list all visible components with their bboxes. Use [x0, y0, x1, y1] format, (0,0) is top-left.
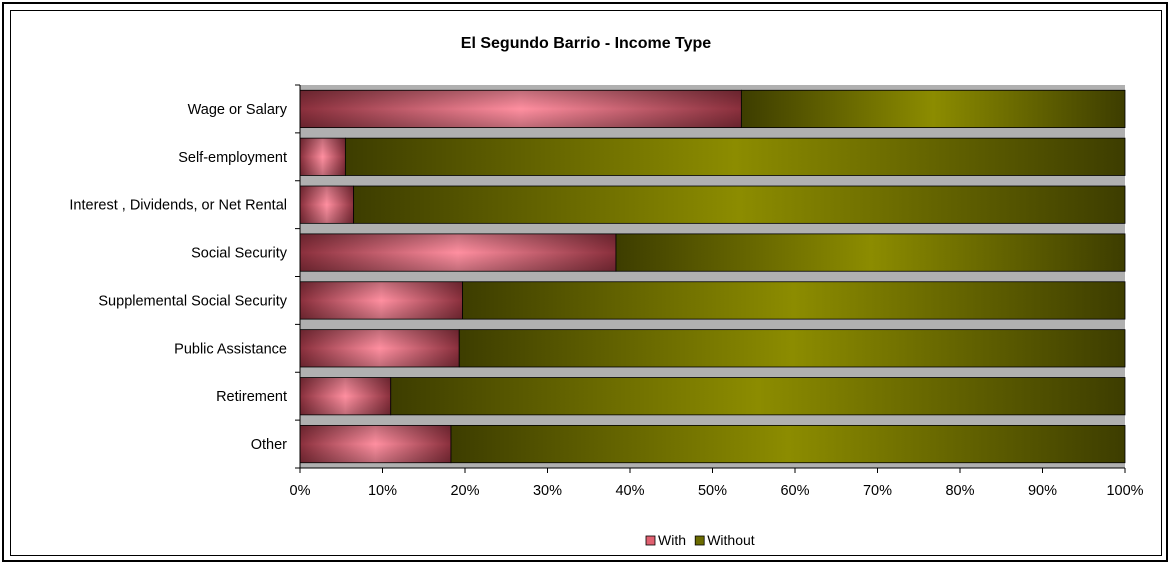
x-axis: 0% 10% 20% 30% 40% 50% 60% 70% 80% 90% 100%: [290, 467, 1144, 499]
x-tick-label: 0%: [290, 483, 311, 499]
bar-without-2: [353, 185, 1126, 224]
bar-shade: [300, 377, 391, 415]
x-tick-label: 90%: [1028, 483, 1057, 499]
x-tick-label: 60%: [780, 483, 809, 499]
bar-shade: [300, 329, 460, 367]
category-label: Self-employment: [178, 150, 287, 166]
legend-swatch-with: [645, 535, 656, 546]
bar-without-7: [450, 424, 1126, 464]
category-label: Other: [251, 437, 287, 453]
bar-shade: [300, 186, 354, 224]
bar-without-3: [615, 233, 1126, 272]
category-label: Wage or Salary: [188, 102, 288, 118]
category-label: Retirement: [216, 389, 287, 405]
bar-shade: [300, 281, 463, 320]
bar-without-0: [740, 89, 1126, 129]
bar-without-4: [462, 281, 1126, 320]
legend-label-with: With: [658, 532, 686, 548]
bar-without-1: [344, 137, 1126, 176]
category-label: Supplemental Social Security: [98, 293, 287, 309]
bar-shade: [300, 425, 451, 463]
x-tick-label: 100%: [1106, 483, 1143, 499]
x-tick-label: 10%: [368, 483, 397, 499]
category-label: Public Assistance: [174, 341, 287, 357]
bar-shade: [300, 233, 616, 272]
bar-without-5: [458, 329, 1126, 368]
category-label: Social Security: [191, 246, 288, 262]
legend: With Without: [645, 532, 755, 548]
chart-title: El Segundo Barrio - Income Type: [461, 35, 712, 52]
x-tick-label: 20%: [450, 483, 479, 499]
legend-label-without: Without: [707, 532, 755, 548]
bar-shade: [300, 138, 346, 176]
x-tick-label: 80%: [945, 483, 974, 499]
category-labels: Wage or Salary Self-employment Interest , …: [69, 84, 301, 469]
x-tick-label: 50%: [698, 483, 727, 499]
x-tick-label: 30%: [533, 483, 562, 499]
bar-shade: [300, 90, 742, 128]
category-label: Interest , Dividends, or Net Rental: [69, 198, 287, 214]
x-tick-label: 70%: [863, 483, 892, 499]
legend-swatch-without: [694, 535, 705, 546]
x-tick-label: 40%: [615, 483, 644, 499]
plot-area: [299, 85, 1126, 468]
bar-without-6: [390, 377, 1126, 416]
